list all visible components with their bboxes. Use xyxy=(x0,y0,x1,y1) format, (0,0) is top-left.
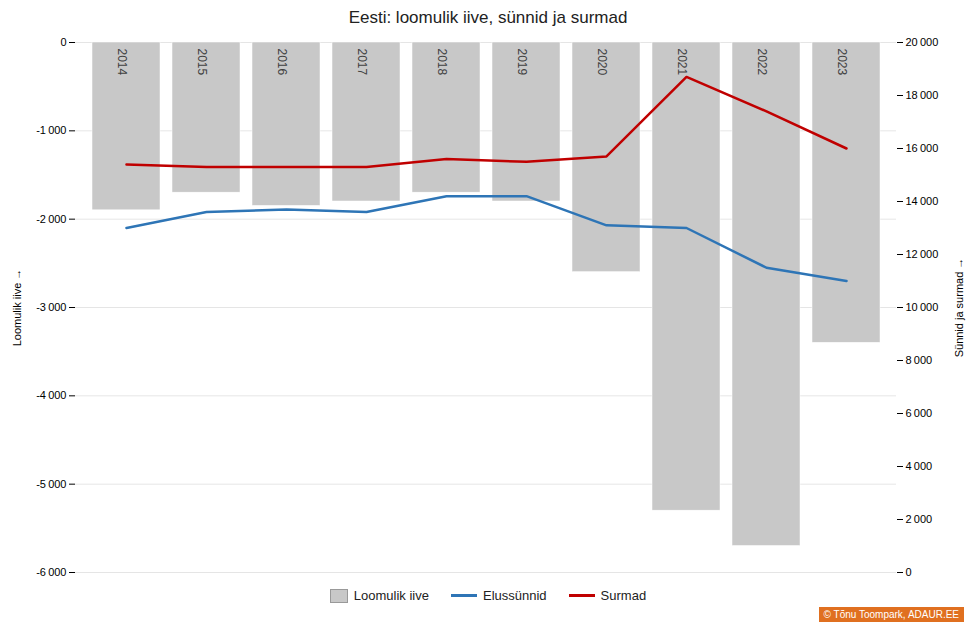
svg-text:2023: 2023 xyxy=(835,49,849,76)
svg-text:2017: 2017 xyxy=(355,49,369,76)
svg-text:0: 0 xyxy=(60,36,66,48)
svg-text:-6 000: -6 000 xyxy=(36,566,66,578)
html-text:Elussünnid: Elussünnid xyxy=(483,588,547,603)
svg-text:2014: 2014 xyxy=(115,49,129,76)
svg-text:4 000: 4 000 xyxy=(906,460,933,472)
svg-text:12 000: 12 000 xyxy=(906,248,939,260)
html-text:© Tõnu Toompark, ADAUR.EE: © Tõnu Toompark, ADAUR.EE xyxy=(823,609,959,620)
svg-text:14 000: 14 000 xyxy=(906,195,939,207)
svg-text:2022: 2022 xyxy=(755,49,769,76)
svg-text:-3 000: -3 000 xyxy=(36,301,66,313)
html-text:Loomulik iive: Loomulik iive xyxy=(353,588,429,603)
svg-text:Sünnid ja surmad →: Sünnid ja surmad → xyxy=(953,258,965,358)
svg-text:2019: 2019 xyxy=(515,49,529,76)
svg-text:-4 000: -4 000 xyxy=(36,389,66,401)
svg-text:2018: 2018 xyxy=(435,49,449,76)
svg-text:10 000: 10 000 xyxy=(906,301,939,313)
svg-text:18 000: 18 000 xyxy=(906,89,939,101)
svg-text:2020: 2020 xyxy=(595,49,609,76)
svg-text:2021: 2021 xyxy=(675,49,689,76)
svg-text:0: 0 xyxy=(906,566,912,578)
svg-text:6 000: 6 000 xyxy=(906,407,933,419)
svg-text:2 000: 2 000 xyxy=(906,513,933,525)
svg-text:16 000: 16 000 xyxy=(906,142,939,154)
svg-text:-1 000: -1 000 xyxy=(36,124,66,136)
svg-text:-2 000: -2 000 xyxy=(36,213,66,225)
svg-text:Loomulik iive →: Loomulik iive → xyxy=(11,269,23,347)
html-text:Surmad: Surmad xyxy=(600,588,647,603)
svg-text:-5 000: -5 000 xyxy=(36,478,66,490)
svg-text:2015: 2015 xyxy=(195,49,209,76)
svg-text:2016: 2016 xyxy=(275,49,289,76)
svg-text:20 000: 20 000 xyxy=(906,36,939,48)
svg-text:8 000: 8 000 xyxy=(906,354,933,366)
html-text:Eesti: loomulik iive, sünnid j: Eesti: loomulik iive, sünnid ja surmad xyxy=(348,8,628,27)
